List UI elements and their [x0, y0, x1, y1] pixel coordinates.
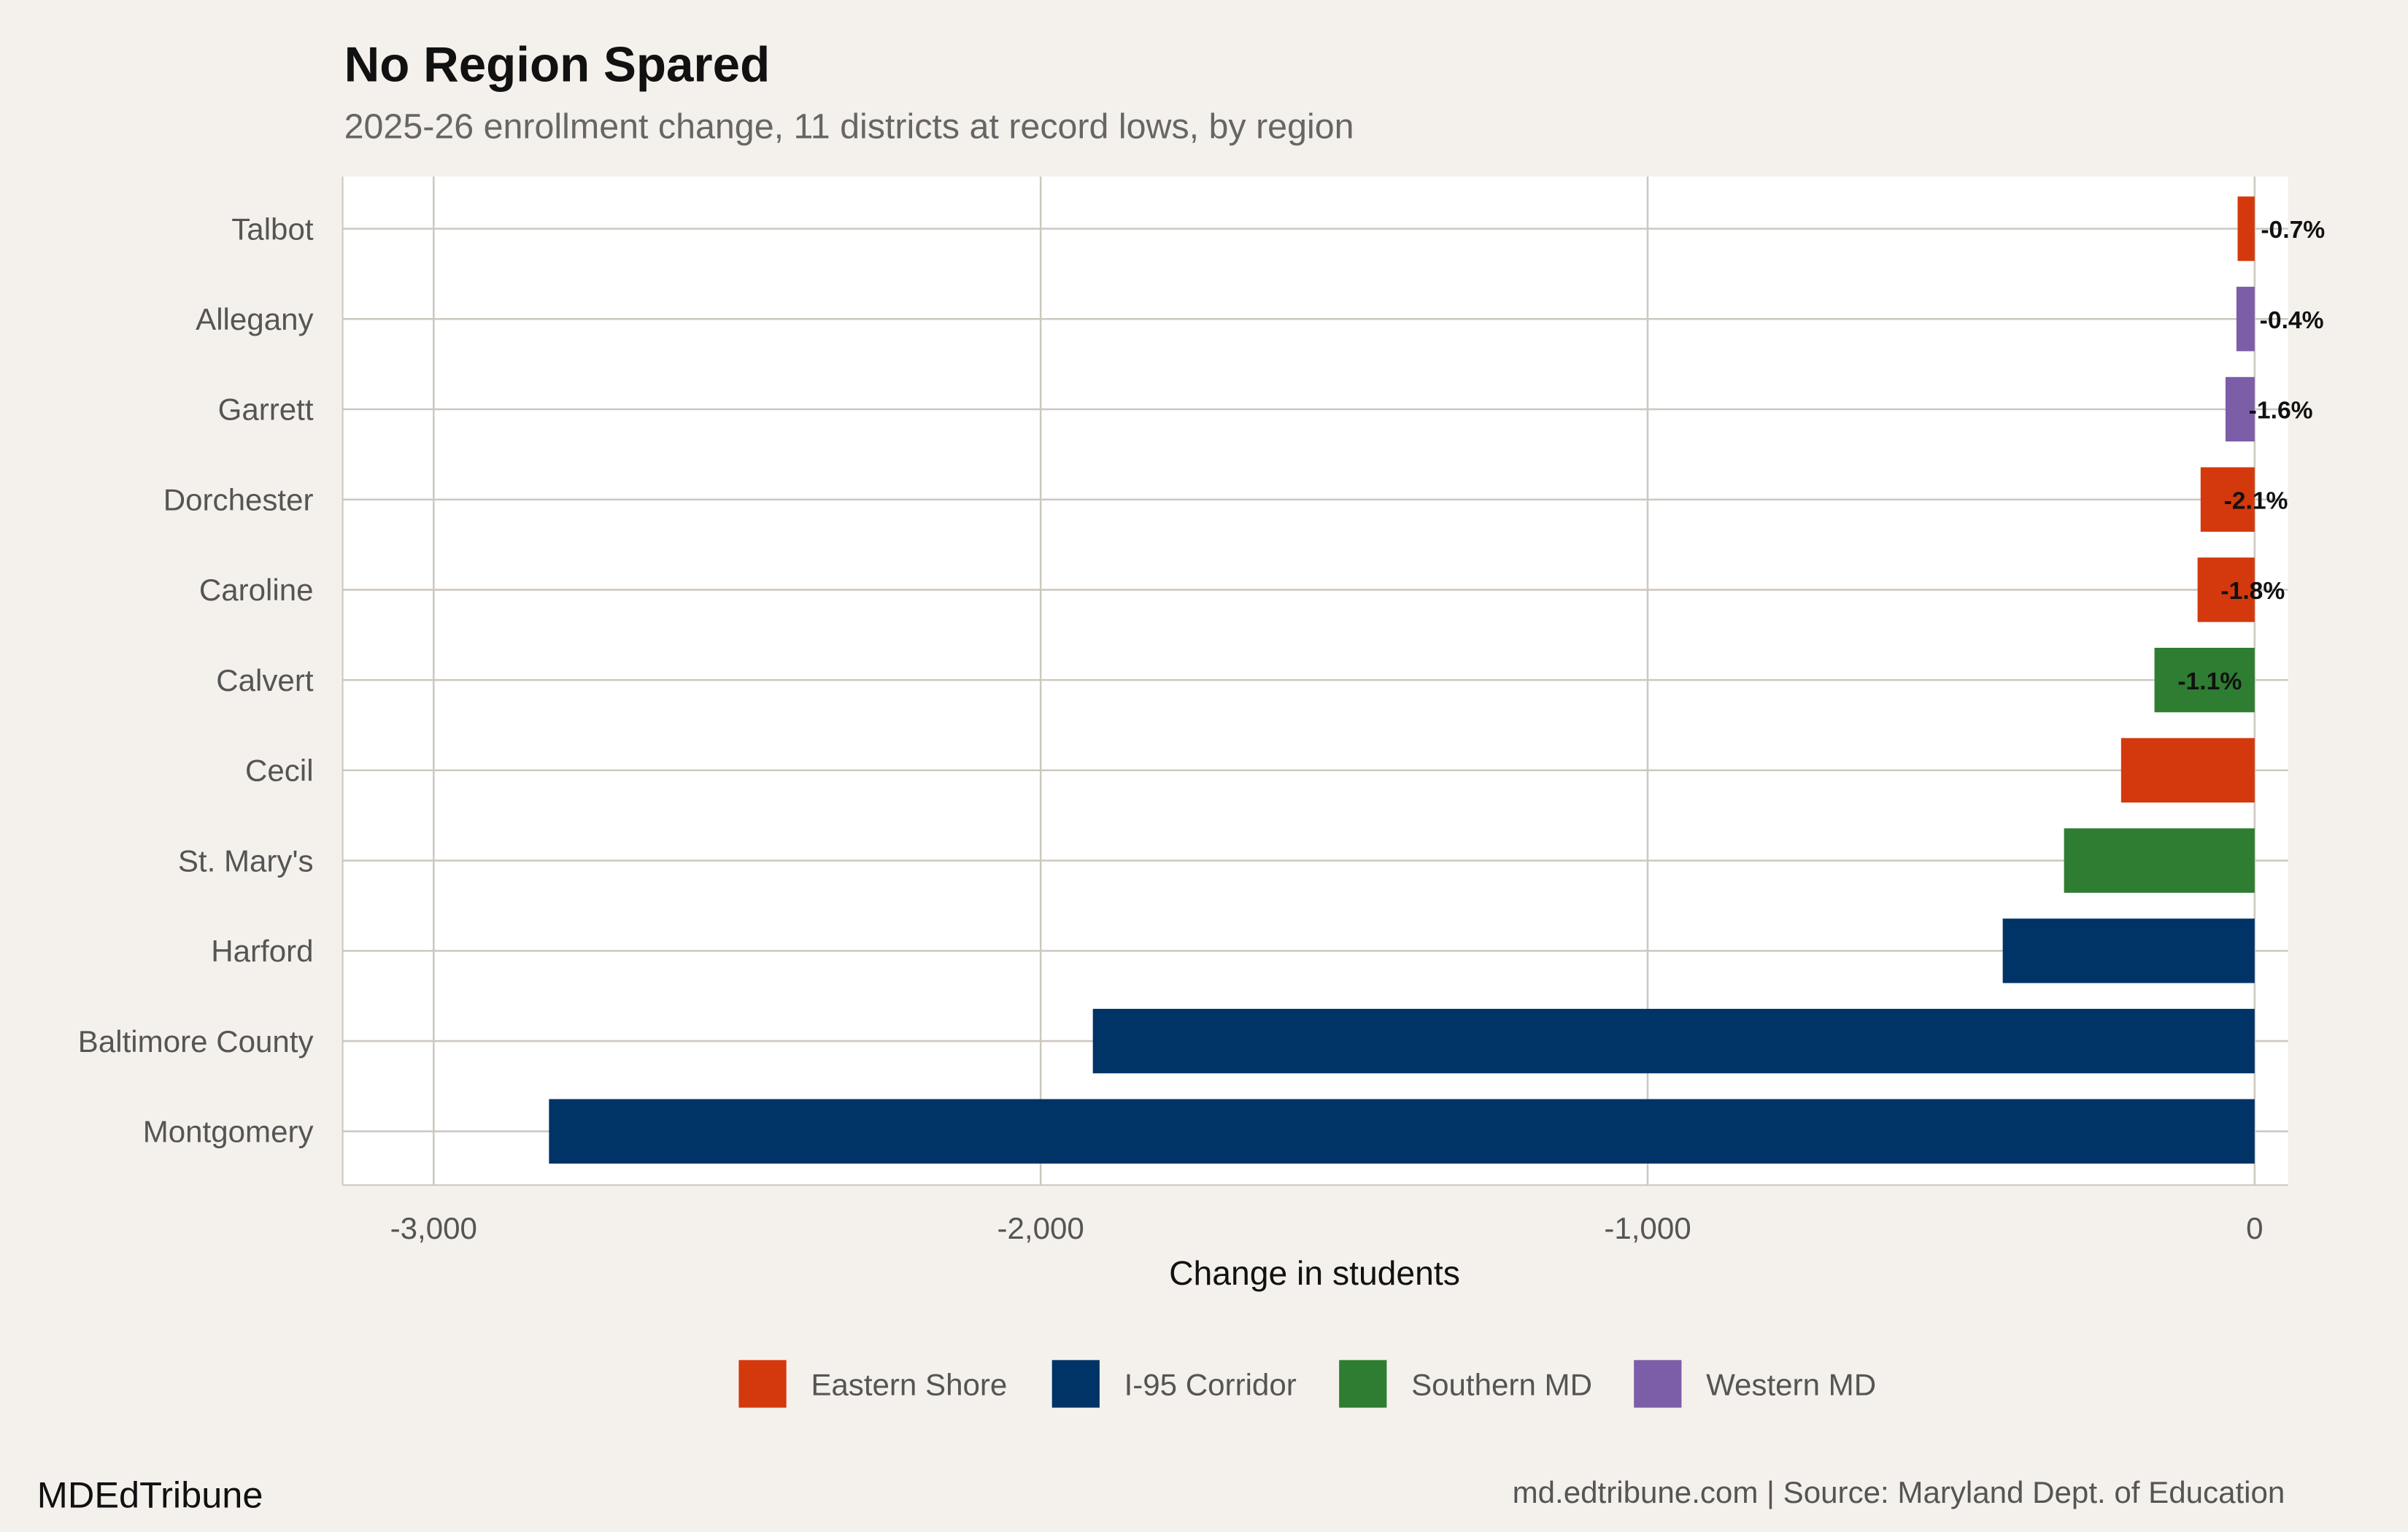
- x-tick-label: -1,000: [1604, 1211, 1691, 1245]
- bar: [2236, 287, 2255, 352]
- y-tick-label: Caroline: [199, 573, 314, 607]
- legend-label: Western MD: [1706, 1368, 1876, 1402]
- source-note: md.edtribune.com | Source: Maryland Dept…: [1513, 1475, 2285, 1509]
- x-axis-title: Change in students: [1169, 1254, 1460, 1292]
- bar: [549, 1099, 2255, 1164]
- bar-label: -2.1%: [2224, 487, 2288, 514]
- bar-label: -1.8%: [2220, 578, 2285, 605]
- y-tick-label: Calvert: [216, 663, 314, 697]
- y-tick-label: Allegany: [196, 302, 313, 336]
- bars: [549, 196, 2255, 1164]
- y-tick-label: Talbot: [231, 212, 314, 246]
- gridlines: [341, 176, 2288, 1186]
- bar: [2225, 376, 2255, 442]
- x-axis-labels: -3,000 -2,000 -1,000 0: [390, 1211, 2264, 1245]
- y-axis-labels: Talbot Allegany Garrett Dorchester Caroline C…: [78, 212, 314, 1148]
- x-tick-label: -2,000: [997, 1211, 1084, 1245]
- y-tick-label: St. Mary's: [178, 843, 314, 878]
- bar: [2237, 196, 2255, 261]
- bar-label: -0.7%: [2261, 217, 2325, 244]
- brand-logo-text: MDEdTribune: [37, 1474, 263, 1515]
- legend-swatch: [738, 1360, 787, 1408]
- x-tick-label: -3,000: [390, 1211, 477, 1245]
- legend: Eastern Shore I-95 Corridor Southern MD Wes…: [738, 1360, 1876, 1408]
- bar-label: -1.6%: [2249, 398, 2313, 425]
- bar: [2064, 828, 2255, 893]
- legend-label: Eastern Shore: [811, 1368, 1007, 1402]
- legend-swatch: [1339, 1360, 1387, 1408]
- y-tick-label: Harford: [211, 934, 313, 968]
- y-tick-label: Montgomery: [143, 1115, 314, 1149]
- bar: [2200, 467, 2255, 532]
- legend-swatch: [1634, 1360, 1682, 1408]
- y-tick-label: Garrett: [218, 392, 314, 427]
- y-tick-label: Cecil: [245, 754, 314, 788]
- bar-label: -1.1%: [2177, 668, 2242, 695]
- chart-title: No Region Spared: [344, 38, 771, 93]
- bar-label: -0.4%: [2260, 307, 2324, 334]
- bar: [2197, 557, 2255, 622]
- chart-subtitle: 2025-26 enrollment change, 11 districts …: [344, 107, 1354, 146]
- x-tick-label: 0: [2246, 1211, 2263, 1245]
- legend-swatch: [1051, 1360, 1100, 1408]
- bar-labels: -0.7% -0.4% -1.6% -2.1% -1.8% -1.1%: [2177, 217, 2325, 695]
- legend-label: Southern MD: [1411, 1368, 1592, 1402]
- bar: [2002, 918, 2255, 983]
- y-tick-label: Baltimore County: [78, 1024, 314, 1059]
- bar: [1092, 1008, 2255, 1074]
- y-tick-label: Dorchester: [163, 482, 314, 517]
- bar: [2120, 738, 2255, 803]
- legend-label: I-95 Corridor: [1124, 1368, 1297, 1402]
- bar: [2154, 647, 2255, 713]
